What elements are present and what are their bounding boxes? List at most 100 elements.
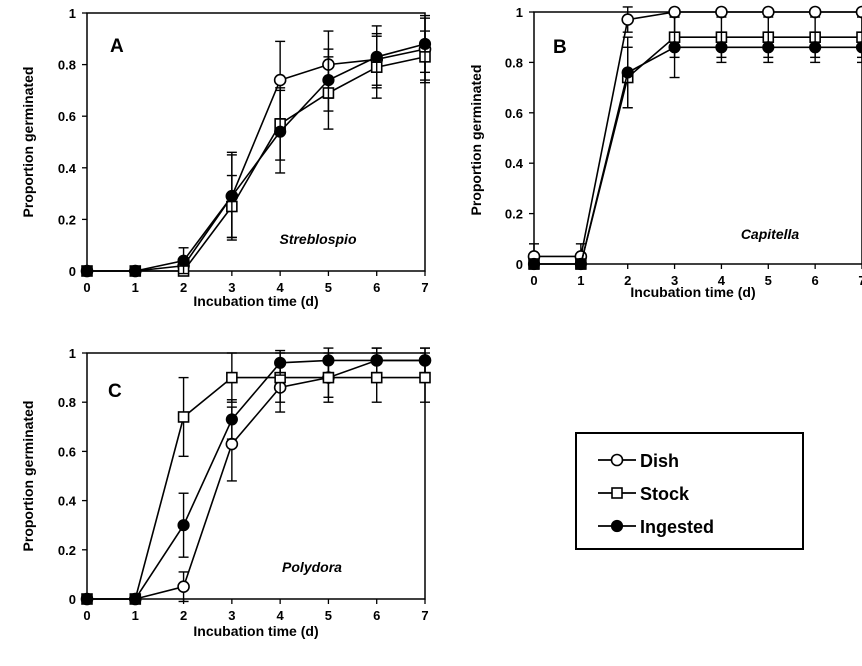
y-tick-label: 0.6 (58, 444, 76, 459)
data-point (762, 41, 775, 54)
series-dish (527, 5, 862, 270)
legend-label: Dish (640, 451, 679, 471)
y-tick-label: 0.6 (58, 109, 76, 124)
species-label: Capitella (741, 226, 800, 242)
y-tick-label: 0.4 (58, 494, 77, 509)
y-tick-label: 0.4 (505, 156, 524, 171)
series-line (87, 48, 426, 272)
data-point (715, 5, 728, 19)
data-point (715, 41, 728, 54)
panel-letter: A (110, 36, 124, 57)
data-point (855, 41, 862, 54)
x-tick-label: 6 (373, 608, 380, 623)
x-tick-label: 1 (577, 273, 584, 288)
series-ingested (527, 16, 862, 271)
data-point (274, 125, 287, 138)
x-tick-label: 2 (180, 608, 187, 623)
x-tick-label: 3 (228, 608, 235, 623)
data-point (177, 519, 190, 532)
x-tick-label: 2 (624, 273, 631, 288)
legend-item-dish: Dish (598, 451, 679, 471)
y-axis-title: Proportion germinated (20, 67, 36, 218)
x-tick-label: 6 (812, 273, 819, 288)
species-label: Polydora (282, 559, 342, 575)
data-point (419, 371, 431, 384)
series-stock (528, 16, 862, 270)
data-point (129, 264, 142, 278)
y-axis-title: Proportion germinated (20, 401, 36, 552)
data-point (225, 190, 238, 203)
data-point (80, 592, 94, 606)
x-tick-label: 7 (421, 608, 428, 623)
filled-circle-marker (610, 519, 624, 533)
plot-frame (86, 352, 426, 600)
x-tick-label: 7 (858, 273, 862, 288)
x-tick-label: 5 (325, 608, 332, 623)
data-point (177, 411, 190, 423)
data-point (621, 66, 634, 79)
y-tick-label: 0.6 (505, 106, 523, 121)
y-tick-label: 0 (69, 592, 76, 607)
data-point (574, 257, 587, 271)
species-label: Streblospio (279, 231, 356, 247)
data-point (808, 5, 822, 19)
panel-letter: C (108, 381, 122, 402)
legend: Dish Stock Ingested (575, 432, 804, 550)
data-point (129, 592, 142, 606)
legend-item-stock: Stock (598, 484, 690, 504)
x-tick-label: 7 (421, 280, 428, 295)
y-tick-label: 0.2 (505, 207, 523, 222)
data-point (370, 50, 383, 63)
y-tick-label: 0.2 (58, 543, 76, 558)
y-tick-label: 1 (516, 5, 523, 20)
y-tick-label: 0.8 (58, 395, 76, 410)
data-point (273, 73, 287, 87)
x-tick-label: 0 (83, 280, 90, 295)
x-tick-label: 3 (228, 280, 235, 295)
data-point (855, 5, 862, 19)
data-point (418, 37, 432, 51)
y-tick-label: 1 (69, 346, 76, 361)
y-tick-label: 1 (69, 6, 76, 21)
x-axis-title: Incubation time (d) (193, 623, 318, 639)
data-point (226, 371, 238, 384)
data-point (527, 257, 541, 271)
data-point (225, 437, 239, 451)
x-tick-label: 4 (277, 280, 285, 295)
series-line (87, 43, 426, 272)
data-point (621, 13, 635, 26)
chart-panel-c: 0 1 2 3 4 5 6 7 0 0.2 0.4 0.6 0.8 1 Incubation time (d… (20, 346, 432, 639)
y-tick-label: 0.8 (505, 55, 523, 70)
series-line (534, 11, 862, 258)
data-point (322, 73, 335, 87)
x-tick-label: 6 (373, 280, 380, 295)
data-point (761, 5, 775, 19)
legend-item-ingested: Ingested (598, 517, 714, 537)
legend-label: Stock (640, 484, 690, 504)
x-axis-title: Incubation time (d) (630, 284, 755, 300)
chart-panel-b: 0 1 2 3 4 5 6 7 0 0.2 0.4 0.6 0.8 1 Incubation time (d… (468, 5, 862, 300)
series-ingested (80, 347, 432, 606)
x-tick-label: 1 (132, 608, 139, 623)
open-circle-marker (610, 453, 624, 467)
y-tick-label: 0.4 (58, 161, 77, 176)
x-tick-label: 5 (765, 273, 772, 288)
series-line (87, 359, 425, 600)
plot-frame (86, 12, 426, 272)
series-stock (81, 30, 431, 277)
x-tick-label: 4 (277, 608, 285, 623)
chart-panel-a: 0 1 2 3 4 5 6 7 0 0.2 0.4 0.6 0.8 1 Incubation time (d… (20, 6, 432, 309)
open-square-marker (611, 487, 623, 499)
panel-letter: B (553, 37, 567, 58)
x-tick-label: 4 (718, 273, 726, 288)
series-line (534, 36, 862, 265)
data-point (177, 254, 190, 267)
data-point (225, 413, 238, 426)
x-axis-title: Incubation time (d) (193, 293, 318, 309)
series-line (534, 46, 862, 265)
series-line (87, 376, 425, 600)
y-axis-title: Proportion germinated (468, 65, 484, 216)
data-point (418, 354, 432, 367)
data-point (370, 371, 383, 384)
